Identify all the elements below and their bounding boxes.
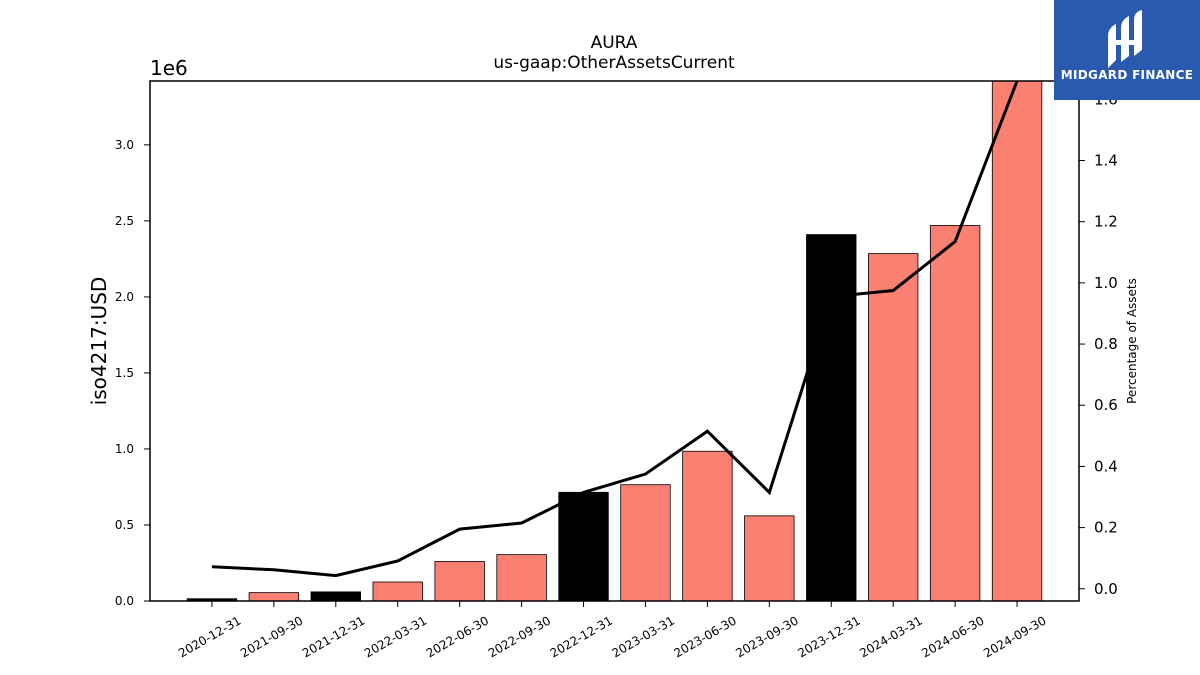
x-tick-label: 2021-12-31 (300, 613, 367, 660)
x-tick-label: 2024-03-31 (857, 613, 924, 660)
bar-2024-03-31 (868, 253, 919, 602)
y-tick-label: 1.5 (115, 366, 134, 380)
x-tick-label: 2024-06-30 (919, 613, 986, 660)
x-tick-label: 2023-06-30 (671, 613, 738, 660)
chart-title: AURA (591, 33, 638, 53)
y2-tick-label: 1.2 (1094, 213, 1118, 231)
y2-tick-label: 0.0 (1094, 580, 1118, 598)
bar-2022-03-31 (372, 581, 423, 602)
bar-2023-09-30 (744, 515, 795, 602)
percent-series-line (211, 80, 1019, 578)
bar-2022-09-30 (496, 554, 547, 602)
bar-2024-06-30 (929, 225, 981, 602)
y2-tick-label: 1.0 (1094, 274, 1118, 292)
chart-subtitle: us-gaap:OtherAssetsCurrent (493, 53, 735, 73)
x-tick-label: 2021-09-30 (238, 613, 305, 660)
bar-2021-09-30 (248, 592, 300, 602)
y-tick-label: 0.0 (115, 594, 134, 608)
bar-2022-06-30 (434, 561, 485, 602)
y2-tick-label: 0.2 (1094, 519, 1118, 537)
y-offset-label: 1e6 (150, 56, 188, 80)
y2-tick-label: 0.8 (1094, 335, 1118, 353)
bar-2021-12-31 (310, 591, 361, 602)
y2-tick-label: 0.4 (1094, 457, 1118, 475)
plot-frame (149, 80, 1080, 602)
x-tick-label: 2022-03-31 (362, 613, 429, 660)
x-tick-label: 2023-09-30 (733, 613, 800, 660)
x-tick-label: 2023-03-31 (610, 613, 677, 660)
bar-2023-12-31 (806, 234, 857, 602)
y-tick-label: 2.0 (115, 290, 134, 304)
y2-tick-label: 1.4 (1094, 152, 1118, 170)
bar-2024-09-30 (991, 80, 1043, 602)
y2-tick-label: 0.6 (1094, 396, 1118, 414)
y-tick-label: 3.0 (115, 138, 134, 152)
y2-axis-label: Percentage of Assets (1125, 278, 1139, 404)
bar-2023-03-31 (620, 484, 671, 602)
x-tick-label: 2022-09-30 (486, 613, 553, 660)
x-tick-label: 2024-09-30 (981, 613, 1048, 660)
y-axis-label: iso4217:USD (87, 277, 111, 406)
bar-2022-12-31 (558, 491, 609, 602)
bar-2023-06-30 (682, 450, 733, 602)
x-tick-label: 2020-12-31 (176, 613, 243, 660)
x-tick-label: 2023-12-31 (795, 613, 862, 660)
y-tick-label: 1.0 (115, 442, 134, 456)
midgard-logo-icon (1108, 10, 1142, 68)
percent-line-group (211, 80, 1019, 578)
midgard-logo: MIDGARD FINANCE (1054, 0, 1200, 100)
logo-text: MIDGARD FINANCE (1060, 68, 1194, 82)
y-tick-label: 2.5 (115, 214, 134, 228)
x-tick-label: 2022-12-31 (548, 613, 615, 660)
y-tick-label: 0.5 (115, 518, 134, 532)
x-tick-label: 2022-06-30 (424, 613, 491, 660)
bars-group (186, 80, 1043, 602)
